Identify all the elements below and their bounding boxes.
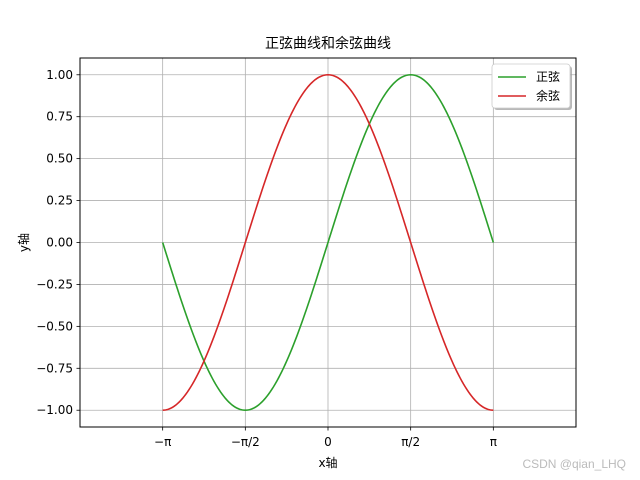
y-tick-label: −0.75 bbox=[36, 361, 73, 375]
grid-lines bbox=[80, 58, 576, 427]
x-tick-label: π/2 bbox=[401, 435, 420, 449]
chart-title: 正弦曲线和余弦曲线 bbox=[265, 35, 391, 52]
y-axis-label: y轴 bbox=[16, 233, 31, 252]
y-tick-label: −1.00 bbox=[36, 403, 73, 417]
watermark: CSDN @qian_LHQ bbox=[522, 457, 626, 471]
y-tick-label: 0.75 bbox=[46, 110, 73, 124]
y-tick-label: 0.00 bbox=[46, 236, 73, 250]
legend-label-sin: 正弦 bbox=[536, 69, 560, 84]
x-tick-label: π bbox=[490, 435, 497, 449]
x-tick-label: 0 bbox=[324, 435, 332, 449]
x-axis-label: x轴 bbox=[318, 455, 337, 470]
y-tick-label: −0.25 bbox=[36, 277, 73, 291]
series-line-cos bbox=[162, 73, 494, 412]
y-tick-label: 0.25 bbox=[46, 194, 73, 208]
legend-label-cos: 余弦 bbox=[536, 88, 560, 103]
y-axis: 1.00 0.75 0.50 0.25 0.00 −0.25 −0.50 −0.75 −1.00 bbox=[36, 68, 80, 417]
x-tick-label: −π bbox=[154, 435, 171, 449]
y-tick-label: 0.50 bbox=[46, 152, 73, 166]
y-tick-label: −0.50 bbox=[36, 319, 73, 333]
series-line-sin bbox=[161, 73, 495, 412]
plot-area bbox=[79, 57, 577, 428]
x-tick-label: −π/2 bbox=[231, 435, 260, 449]
legend-box bbox=[491, 63, 571, 109]
y-tick-label: 1.00 bbox=[46, 68, 73, 82]
x-axis: −π −π/2 0 π/2 π bbox=[154, 427, 497, 449]
series-lines bbox=[161, 73, 495, 412]
